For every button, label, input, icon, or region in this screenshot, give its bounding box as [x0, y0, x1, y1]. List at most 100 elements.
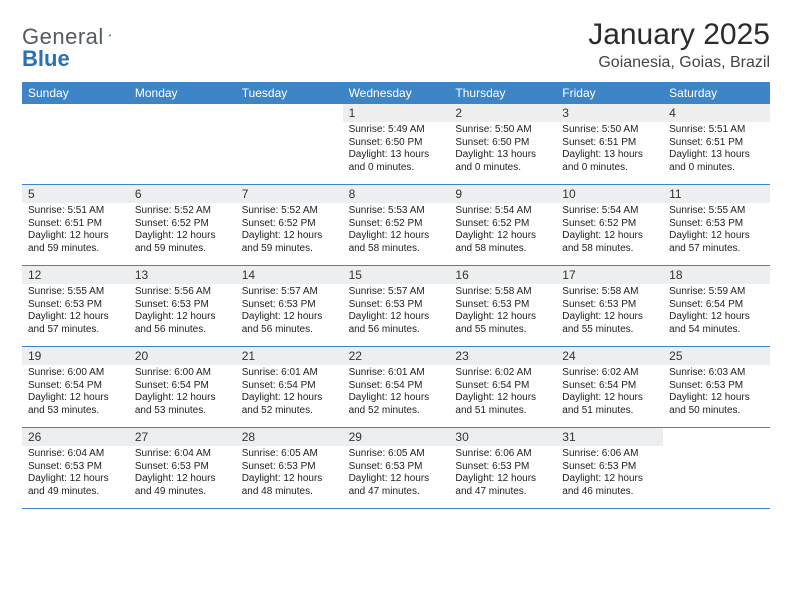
day-body: Sunrise: 5:58 AMSunset: 6:53 PMDaylight:…	[449, 284, 556, 340]
day-number-band: 26	[22, 428, 129, 446]
sunset-text: Sunset: 6:51 PM	[669, 137, 764, 150]
daylight-text: Daylight: 13 hours and 0 minutes.	[455, 149, 550, 174]
daylight-text: Daylight: 12 hours and 54 minutes.	[669, 311, 764, 336]
daylight-text: Daylight: 12 hours and 53 minutes.	[135, 392, 230, 417]
sunset-text: Sunset: 6:52 PM	[242, 218, 337, 231]
sunrise-text: Sunrise: 5:59 AM	[669, 286, 764, 299]
sunrise-text: Sunrise: 5:51 AM	[28, 205, 123, 218]
day-number: 10	[562, 187, 657, 201]
week-row: 5Sunrise: 5:51 AMSunset: 6:51 PMDaylight…	[22, 185, 770, 266]
daylight-text: Daylight: 12 hours and 57 minutes.	[669, 230, 764, 255]
day-cell: 7 Sunrise: 5:52 AMSunset: 6:52 PMDaylight…	[236, 185, 343, 265]
daylight-text: Daylight: 12 hours and 51 minutes.	[562, 392, 657, 417]
sunset-text: Sunset: 6:53 PM	[349, 299, 444, 312]
sunrise-text: Sunrise: 5:52 AM	[242, 205, 337, 218]
day-number: 24	[562, 349, 657, 363]
location: Goianesia, Goias, Brazil	[588, 54, 770, 72]
day-cell: 2Sunrise: 5:50 AMSunset: 6:50 PMDaylight…	[449, 104, 556, 184]
day-body: Sunrise: 5:51 AMSunset: 6:51 PMDaylight:…	[22, 203, 129, 259]
sunrise-text: Sunrise: 6:03 AM	[669, 367, 764, 380]
day-number-band: 27	[129, 428, 236, 446]
day-body	[236, 108, 343, 114]
daylight-text: Daylight: 12 hours and 47 minutes.	[455, 473, 550, 498]
day-cell: 26Sunrise: 6:04 AMSunset: 6:53 PMDayligh…	[22, 428, 129, 508]
day-cell	[129, 104, 236, 184]
sunrise-text: Sunrise: 5:53 AM	[349, 205, 444, 218]
sunset-text: Sunset: 6:53 PM	[669, 380, 764, 393]
day-number-band: 28	[236, 428, 343, 446]
day-cell: 16Sunrise: 5:58 AMSunset: 6:53 PMDayligh…	[449, 266, 556, 346]
sunset-text: Sunset: 6:53 PM	[562, 461, 657, 474]
day-number-band: 12	[22, 266, 129, 284]
day-number-band: 7	[236, 185, 343, 203]
sunrise-text: Sunrise: 6:02 AM	[562, 367, 657, 380]
daylight-text: Daylight: 12 hours and 58 minutes.	[455, 230, 550, 255]
sunrise-text: Sunrise: 5:55 AM	[669, 205, 764, 218]
daylight-text: Daylight: 12 hours and 47 minutes.	[349, 473, 444, 498]
brand-part2: Blue	[22, 46, 70, 72]
sunrise-text: Sunrise: 6:06 AM	[562, 448, 657, 461]
day-body: Sunrise: 5:59 AMSunset: 6:54 PMDaylight:…	[663, 284, 770, 340]
day-number: 29	[349, 430, 444, 444]
sunrise-text: Sunrise: 6:00 AM	[28, 367, 123, 380]
day-body: Sunrise: 6:04 AMSunset: 6:53 PMDaylight:…	[129, 446, 236, 502]
daylight-text: Daylight: 12 hours and 56 minutes.	[135, 311, 230, 336]
day-cell: 11 Sunrise: 5:55 AMSunset: 6:53 PMDayligh…	[663, 185, 770, 265]
sunrise-text: Sunrise: 5:49 AM	[349, 124, 444, 137]
day-number-band: 6	[129, 185, 236, 203]
daylight-text: Daylight: 12 hours and 58 minutes.	[349, 230, 444, 255]
day-number: 12	[28, 268, 123, 282]
daylight-text: Daylight: 12 hours and 59 minutes.	[28, 230, 123, 255]
week-row: 19Sunrise: 6:00 AMSunset: 6:54 PMDayligh…	[22, 347, 770, 428]
day-body: Sunrise: 5:49 AMSunset: 6:50 PMDaylight:…	[343, 122, 450, 178]
sunset-text: Sunset: 6:53 PM	[135, 299, 230, 312]
day-cell: 9Sunrise: 5:54 AMSunset: 6:52 PMDaylight…	[449, 185, 556, 265]
day-body: Sunrise: 5:52 AMSunset: 6:52 PMDaylight:…	[236, 203, 343, 259]
day-cell: 8Sunrise: 5:53 AMSunset: 6:52 PMDaylight…	[343, 185, 450, 265]
day-cell: 10Sunrise: 5:54 AMSunset: 6:52 PMDayligh…	[556, 185, 663, 265]
day-number-band: 29	[343, 428, 450, 446]
day-number: 25	[669, 349, 764, 363]
day-header-tue: Tuesday	[236, 82, 343, 104]
header: General January 2025 Goianesia, Goias, B…	[22, 18, 770, 72]
sunset-text: Sunset: 6:54 PM	[135, 380, 230, 393]
day-number: 11	[669, 187, 764, 201]
day-number: 21	[242, 349, 337, 363]
day-number-band: 9	[449, 185, 556, 203]
day-cell: 6Sunrise: 5:52 AMSunset: 6:52 PMDaylight…	[129, 185, 236, 265]
day-body: Sunrise: 5:57 AMSunset: 6:53 PMDaylight:…	[343, 284, 450, 340]
day-cell: 18Sunrise: 5:59 AMSunset: 6:54 PMDayligh…	[663, 266, 770, 346]
sunrise-text: Sunrise: 5:50 AM	[455, 124, 550, 137]
day-number: 7	[242, 187, 337, 201]
sunset-text: Sunset: 6:53 PM	[669, 218, 764, 231]
day-cell: 1Sunrise: 5:49 AMSunset: 6:50 PMDaylight…	[343, 104, 450, 184]
sunset-text: Sunset: 6:50 PM	[455, 137, 550, 150]
title-block: January 2025 Goianesia, Goias, Brazil	[588, 18, 770, 72]
day-body: Sunrise: 6:03 AMSunset: 6:53 PMDaylight:…	[663, 365, 770, 421]
day-number: 31	[562, 430, 657, 444]
day-number-band: 13	[129, 266, 236, 284]
day-cell: 31Sunrise: 6:06 AMSunset: 6:53 PMDayligh…	[556, 428, 663, 508]
sunset-text: Sunset: 6:51 PM	[562, 137, 657, 150]
day-body: Sunrise: 6:05 AMSunset: 6:53 PMDaylight:…	[343, 446, 450, 502]
sunset-text: Sunset: 6:53 PM	[28, 299, 123, 312]
day-body: Sunrise: 5:58 AMSunset: 6:53 PMDaylight:…	[556, 284, 663, 340]
day-cell: 15Sunrise: 5:57 AMSunset: 6:53 PMDayligh…	[343, 266, 450, 346]
sunrise-text: Sunrise: 5:51 AM	[669, 124, 764, 137]
day-body: Sunrise: 5:52 AMSunset: 6:52 PMDaylight:…	[129, 203, 236, 259]
day-body: Sunrise: 5:50 AMSunset: 6:51 PMDaylight:…	[556, 122, 663, 178]
daylight-text: Daylight: 12 hours and 51 minutes.	[455, 392, 550, 417]
day-body	[663, 432, 770, 438]
sunset-text: Sunset: 6:52 PM	[562, 218, 657, 231]
day-header-thu: Thursday	[449, 82, 556, 104]
day-number: 4	[669, 106, 764, 120]
day-number: 3	[562, 106, 657, 120]
day-body: Sunrise: 6:00 AMSunset: 6:54 PMDaylight:…	[129, 365, 236, 421]
day-body	[22, 108, 129, 114]
daylight-text: Daylight: 13 hours and 0 minutes.	[562, 149, 657, 174]
logo-triangle-icon	[108, 26, 112, 44]
day-number-band: 1	[343, 104, 450, 122]
day-header-row: Sunday Monday Tuesday Wednesday Thursday…	[22, 82, 770, 104]
sunrise-text: Sunrise: 6:04 AM	[135, 448, 230, 461]
week-row: 1Sunrise: 5:49 AMSunset: 6:50 PMDaylight…	[22, 104, 770, 185]
